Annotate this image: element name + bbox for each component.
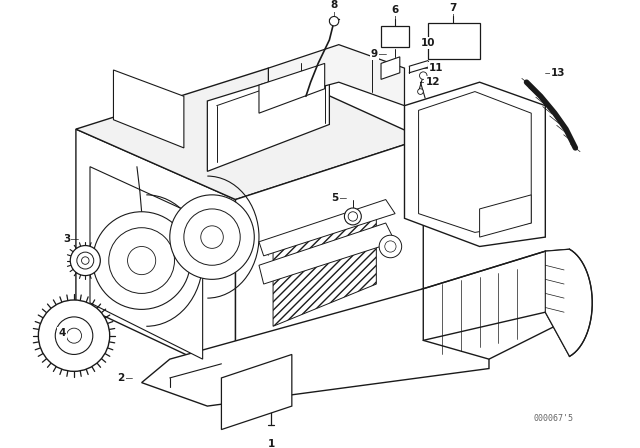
Text: 7: 7 [450, 3, 457, 13]
Text: 1: 1 [268, 439, 275, 448]
Text: 10: 10 [420, 38, 435, 48]
Circle shape [93, 212, 191, 310]
Circle shape [81, 257, 89, 264]
Text: 9: 9 [371, 49, 378, 59]
Text: 2: 2 [117, 373, 125, 383]
Circle shape [419, 72, 427, 79]
Text: 11: 11 [429, 63, 444, 73]
Circle shape [184, 209, 240, 265]
Polygon shape [428, 23, 479, 59]
Circle shape [330, 17, 339, 26]
Text: 6: 6 [392, 5, 399, 15]
Circle shape [109, 228, 175, 293]
Polygon shape [268, 45, 404, 106]
Text: 3: 3 [63, 234, 70, 244]
Polygon shape [423, 251, 564, 359]
Circle shape [67, 328, 81, 343]
Polygon shape [207, 64, 330, 172]
Circle shape [127, 246, 156, 275]
Text: 12: 12 [426, 77, 440, 87]
Circle shape [70, 246, 100, 276]
Polygon shape [113, 70, 184, 148]
Text: 13: 13 [551, 68, 566, 78]
Circle shape [344, 208, 362, 225]
Polygon shape [479, 195, 531, 237]
Polygon shape [221, 354, 292, 430]
Polygon shape [76, 68, 423, 199]
Polygon shape [404, 82, 545, 246]
Polygon shape [90, 167, 203, 359]
Circle shape [201, 226, 223, 248]
Polygon shape [273, 214, 376, 326]
Text: 4: 4 [58, 328, 65, 338]
Circle shape [385, 241, 396, 252]
Circle shape [170, 195, 254, 280]
Polygon shape [259, 64, 324, 113]
Text: 000067'5: 000067'5 [534, 414, 573, 423]
Polygon shape [259, 199, 395, 256]
Circle shape [38, 300, 109, 371]
Polygon shape [76, 129, 236, 378]
Circle shape [379, 235, 402, 258]
Circle shape [55, 317, 93, 354]
Text: 8: 8 [330, 0, 338, 10]
Polygon shape [141, 289, 489, 406]
Polygon shape [381, 57, 400, 79]
Polygon shape [419, 91, 531, 233]
Polygon shape [381, 26, 409, 47]
Circle shape [77, 252, 93, 269]
Circle shape [418, 89, 423, 95]
Polygon shape [259, 223, 395, 284]
Polygon shape [545, 249, 592, 357]
Polygon shape [236, 138, 423, 359]
Text: 5: 5 [332, 193, 339, 202]
Circle shape [348, 212, 358, 221]
